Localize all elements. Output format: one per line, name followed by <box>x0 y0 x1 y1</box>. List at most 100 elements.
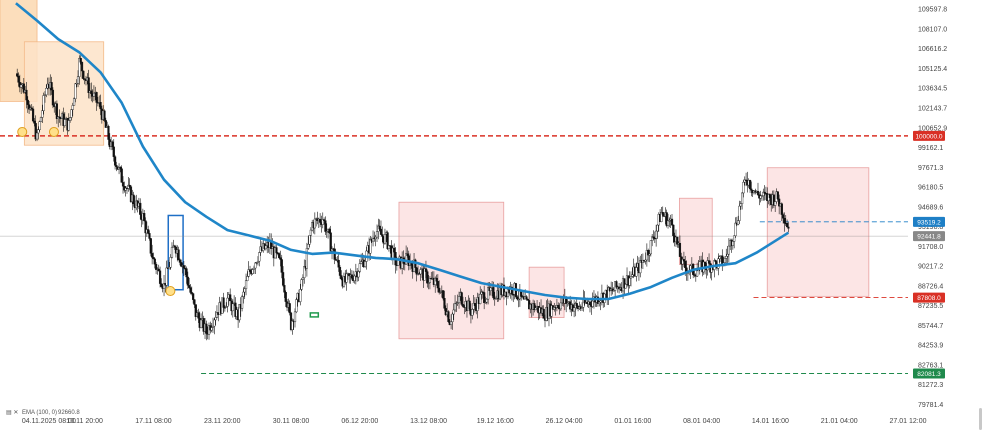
candle-body <box>189 287 192 293</box>
candle-body <box>623 278 626 289</box>
candle-body <box>281 272 285 286</box>
candle-body <box>124 187 127 191</box>
candle-body <box>33 120 36 124</box>
candle-body <box>743 179 746 183</box>
candle-body <box>50 82 53 91</box>
price-tag <box>913 231 945 242</box>
candle-body <box>31 108 35 122</box>
candle-body <box>780 203 783 215</box>
signal-marker <box>17 126 28 137</box>
candle-body <box>369 239 372 254</box>
candle-body <box>436 281 439 289</box>
candle-body <box>223 307 226 309</box>
candle-body <box>45 88 48 96</box>
y-tick-label: 102143.7 <box>918 105 947 112</box>
candle-body <box>321 219 324 225</box>
candle-body <box>727 245 730 255</box>
candle-body <box>43 94 47 96</box>
candle-body <box>533 303 536 310</box>
candle-body <box>423 268 426 281</box>
y-tick-label: 94689.6 <box>918 204 943 211</box>
candle-body <box>121 182 125 187</box>
price-series <box>16 52 790 341</box>
candle-body <box>656 224 659 232</box>
x-tick-label: 27.01 12:00 <box>890 418 927 425</box>
candle-body <box>103 110 106 121</box>
candle-body <box>231 303 234 312</box>
candle-body <box>284 292 287 302</box>
signal-flag <box>309 312 320 318</box>
price-lines <box>0 135 908 374</box>
candle-body <box>143 213 146 221</box>
candle-body <box>660 212 663 222</box>
candle-body <box>612 290 615 292</box>
candle-body <box>706 260 709 271</box>
price-tag <box>913 130 945 141</box>
candle-body <box>90 90 93 94</box>
x-tick-label: 30.11 08:00 <box>273 418 310 425</box>
candle-body <box>457 296 461 303</box>
candle-body <box>319 218 322 223</box>
candle-body <box>611 288 614 292</box>
candle-body <box>225 306 228 308</box>
candle-body <box>357 271 360 278</box>
candle-body <box>375 231 379 238</box>
candle-body <box>168 267 171 270</box>
y-tick-label: 87235.5 <box>918 303 943 310</box>
candle-body <box>456 302 459 304</box>
price-tag-text: 93519.2 <box>917 219 941 226</box>
candle-body <box>774 201 777 206</box>
candle-body <box>575 303 578 307</box>
candle-body <box>313 218 316 229</box>
candle-body <box>20 84 23 88</box>
candle-body <box>37 129 40 134</box>
candle-body <box>194 304 197 317</box>
candle-body <box>214 317 217 321</box>
candle-body <box>598 301 601 304</box>
candle-body <box>295 299 298 313</box>
candle-body <box>484 301 487 304</box>
candle-body <box>599 300 602 303</box>
candle-body <box>393 247 396 253</box>
candle-body <box>258 252 261 262</box>
candle-body <box>291 320 294 330</box>
candle-body <box>199 319 203 328</box>
x-tick-label: 13.12 08:00 <box>410 418 447 425</box>
y-tick-label: 103634.5 <box>918 86 947 93</box>
candle-body <box>246 276 249 281</box>
candle-body <box>51 89 55 106</box>
scrollbar[interactable] <box>979 408 982 430</box>
candle-body <box>309 229 312 236</box>
candle-body <box>39 117 43 122</box>
candle-body <box>350 274 353 279</box>
candle-body <box>75 83 78 85</box>
candle-body <box>647 250 650 256</box>
zone-box <box>167 214 184 291</box>
candle-body <box>512 294 515 296</box>
candle-body <box>158 270 162 284</box>
candle-body <box>550 305 553 317</box>
candle-body <box>178 259 182 263</box>
candle-body <box>300 279 303 290</box>
candle-body <box>173 245 176 248</box>
candle-body <box>502 284 506 296</box>
candle-body <box>28 104 31 110</box>
candle-body <box>244 280 248 290</box>
candle-body <box>635 267 638 277</box>
price-tag-text: 100000.0 <box>915 133 942 140</box>
y-tick-label: 96180.5 <box>918 185 943 192</box>
candle-body <box>442 290 445 299</box>
candle-body <box>516 296 519 300</box>
candle-body <box>434 277 437 285</box>
x-tick-label: 26.12 04:00 <box>546 418 583 425</box>
candle-body <box>526 298 529 301</box>
candle-body <box>211 325 215 328</box>
x-tick-label: 10.11 20:00 <box>66 418 103 425</box>
candle-body <box>58 116 61 119</box>
y-axis: 109597.8 108107.0 106616.2 105125.4 103634.5… <box>918 7 947 409</box>
candle-body <box>80 61 84 72</box>
candle-body <box>776 191 779 200</box>
